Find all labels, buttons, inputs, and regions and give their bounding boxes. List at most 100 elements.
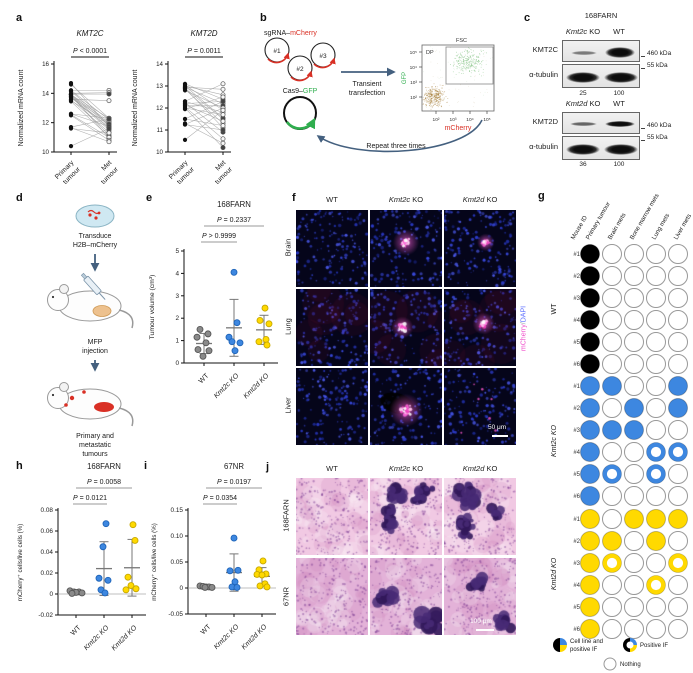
y-tick-label: 14 — [42, 90, 49, 97]
blot-band — [566, 72, 600, 83]
matrix-cell-ring — [668, 442, 688, 462]
matrix-cell-full — [580, 376, 600, 396]
y-tick-label: 0 — [49, 591, 53, 598]
data-point — [68, 144, 74, 149]
panel-letter-j: j — [266, 461, 270, 473]
histology-168farn-wt — [296, 478, 368, 555]
legend-label: Cell line and — [570, 639, 603, 645]
data-points — [255, 304, 273, 349]
data-point — [255, 338, 263, 346]
matrix-cell-empty — [646, 597, 666, 617]
matrix-cell-empty — [646, 354, 666, 374]
y-tick-label: 10 — [42, 149, 49, 156]
facs-ytick: 10³ — [410, 80, 417, 86]
data-point — [132, 585, 140, 593]
micrograph-lung-kmt2c — [370, 289, 442, 366]
step3-label-1: Primary and — [76, 433, 114, 440]
matrix-cell-full — [602, 420, 622, 440]
matrix-cell-full — [580, 244, 600, 264]
matrix-cell-empty — [624, 244, 644, 264]
p-value: P < 0.0001 — [73, 48, 107, 55]
cas9-gfp-label: Cas9–GFP — [283, 88, 318, 95]
blot-band — [570, 122, 597, 126]
matrix-cell-empty — [624, 619, 644, 639]
data-points — [226, 534, 242, 591]
matrix-cell-empty — [646, 376, 666, 396]
matrix-cell-full — [580, 597, 600, 617]
sgrna-arc-icon — [267, 52, 290, 64]
matrix-cell-ring — [668, 553, 688, 573]
data-point — [220, 145, 226, 151]
matrix-cell-full — [580, 464, 600, 484]
data-points — [66, 587, 86, 597]
mouse-id-label: #1 — [573, 517, 580, 523]
y-tick-label: 10 — [156, 149, 163, 156]
facs-fsc-label: FSC — [456, 38, 467, 44]
data-point — [199, 352, 207, 360]
matrix-cell-empty — [646, 398, 666, 418]
facs-xtick: 10² — [433, 117, 440, 123]
matrix-cell-full — [580, 442, 600, 462]
data-point — [220, 94, 226, 100]
y-tick-label: 0.04 — [41, 549, 54, 556]
f-scale-label: 50 μm — [488, 424, 507, 431]
matrix-cell-empty — [602, 442, 622, 462]
matrix-cell-empty — [624, 354, 644, 374]
mouse-id-label: #1 — [573, 384, 580, 390]
matrix-cell-empty — [602, 509, 622, 529]
facs-gate — [445, 46, 494, 85]
x-group-label: Kmt2c KO — [213, 623, 241, 651]
blot2-ko-header: Kmt2d KO — [565, 99, 601, 108]
j-col-header-kmt2d: Kmt2d KO — [462, 464, 498, 473]
data-point — [259, 557, 267, 565]
matrix-cell-empty — [668, 464, 688, 484]
y-tick-label: 0 — [175, 360, 179, 367]
data-point — [261, 304, 269, 312]
mouse-id-label: #3 — [573, 561, 580, 567]
mouse-id-label: #4 — [573, 583, 580, 589]
mouse-workflow-schematic: Transduce H2B–mCherry MFP injection Prim… — [47, 204, 134, 458]
blot2-loading-label: α-tubulin — [529, 142, 558, 151]
blot-band — [605, 47, 635, 58]
micrograph-brain-wt — [296, 210, 368, 287]
matrix-group-label: Kmt2d KO — [551, 557, 558, 590]
y-tick-label: -0.05 — [168, 611, 183, 618]
blot2-value-ko: 36 — [579, 161, 587, 168]
data-points — [193, 325, 213, 360]
matrix-cell-empty — [646, 310, 666, 330]
x-group-label: Kmt2d KO — [241, 623, 269, 651]
facs-ytick: 10² — [410, 95, 417, 101]
data-point — [106, 91, 112, 97]
data-point — [106, 98, 112, 104]
f-row-label-lung: Lung — [283, 318, 293, 335]
histology-67nr-kmt2c — [370, 558, 442, 635]
plasmid-1-label: #1 — [273, 48, 281, 55]
matrix-cell-ring — [646, 464, 666, 484]
marker-55: 55 kDa — [647, 134, 668, 141]
f-stain-label: mCherry/DAPI — [520, 305, 528, 352]
data-point — [68, 99, 74, 104]
j-col-header-kmt2c: Kmt2c KO — [388, 464, 424, 473]
matrix-cell-full — [580, 332, 600, 352]
mouse-id-label: #2 — [573, 406, 580, 412]
y-tick-label: 0.02 — [41, 570, 54, 577]
matrix-cell-full — [580, 553, 600, 573]
matrix-cell-full — [580, 575, 600, 595]
f-col-header-kmt2c: Kmt2c KO — [388, 195, 424, 204]
chart-title: 168FARN — [87, 462, 121, 471]
matrix-cell-empty — [602, 266, 622, 286]
mouse-id-label: #5 — [573, 472, 580, 478]
legend-label: Positive IF — [640, 643, 668, 649]
matrix-cell-empty — [624, 464, 644, 484]
sgrna-arc-icon — [290, 70, 313, 82]
data-point — [201, 584, 209, 591]
x-group-label: Kmt2c KO — [83, 624, 111, 652]
matrix-cell-empty — [668, 266, 688, 286]
data-point — [78, 589, 86, 597]
matrix-cell-full — [668, 509, 688, 529]
repeat-label: Repeat three times — [366, 143, 426, 150]
matrix-cell-full — [580, 310, 600, 330]
matrix-cell-empty — [602, 310, 622, 330]
